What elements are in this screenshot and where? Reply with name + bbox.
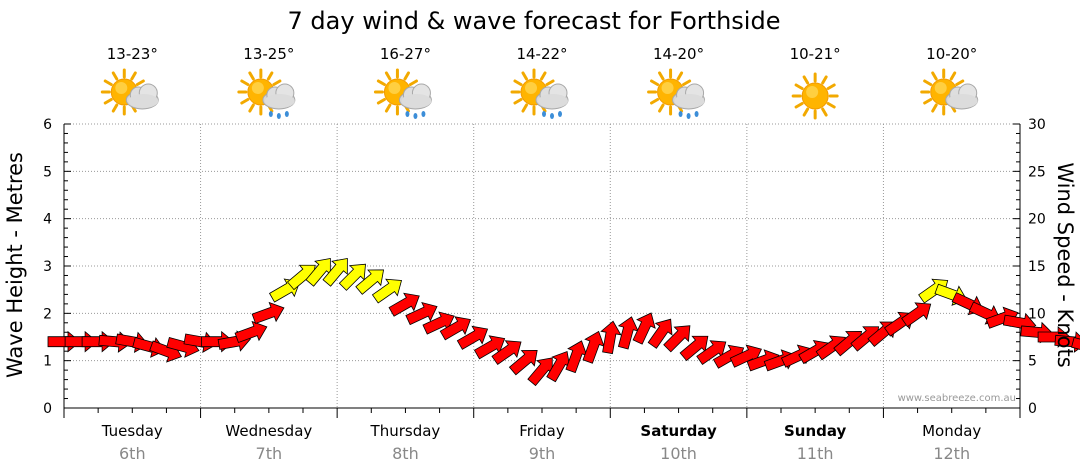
y-tick-label-left: 2	[43, 306, 52, 322]
wind-arrow	[632, 312, 656, 345]
day-date-label: 11th	[797, 444, 834, 463]
wind-arrow	[901, 302, 932, 328]
day-date-label: 6th	[119, 444, 146, 463]
wind-arrow	[647, 318, 673, 349]
wind-arrow	[322, 257, 348, 287]
wind-arrow	[388, 292, 420, 317]
wind-arrow	[696, 340, 727, 366]
wind-arrow	[338, 263, 366, 291]
wind-arrow	[508, 350, 538, 376]
y-tick-label-right: 10	[1028, 306, 1046, 322]
temperature-range: 14-20°	[653, 45, 704, 63]
y-axis-right-title: Wind Speed - Knots	[1053, 162, 1077, 367]
chart-title: 7 day wind & wave forecast for Forthside	[288, 7, 781, 35]
y-tick-label-right: 20	[1028, 212, 1046, 228]
wind-arrow	[405, 301, 438, 326]
day-name-label: Wednesday	[225, 422, 312, 440]
day-date-label: 12th	[933, 444, 970, 463]
wind-arrow	[251, 301, 285, 324]
wind-arrow	[473, 335, 506, 360]
sun-cloud-rain-icon	[237, 68, 296, 119]
wind-arrow	[439, 316, 471, 341]
wind-arrow	[729, 344, 762, 368]
y-tick-label-right: 15	[1028, 259, 1046, 275]
wind-arrow	[663, 325, 691, 353]
y-tick-label-right: 0	[1028, 401, 1037, 417]
day-name-label: Saturday	[640, 422, 717, 440]
sun-cloud-rain-icon	[647, 68, 706, 119]
temperature-range: 10-21°	[790, 45, 841, 63]
day-date-label: 7th	[256, 444, 283, 463]
y-tick-label-left: 3	[43, 259, 52, 275]
wind-arrow	[600, 320, 622, 355]
wind-arrow	[305, 257, 331, 287]
y-tick-label-right: 30	[1028, 117, 1046, 133]
day-name-label: Thursday	[370, 422, 441, 440]
sun-icon	[791, 72, 839, 120]
y-tick-label-left: 0	[43, 401, 52, 417]
y-tick-label-left: 1	[43, 354, 52, 370]
wind-arrow	[546, 351, 571, 383]
y-tick-label-left: 6	[43, 117, 52, 133]
temperature-row: 13-23° 13-25° 16-27° 14-22° 14-20° 10-21° 10-2…	[107, 45, 978, 63]
y-tick-label-right: 25	[1028, 164, 1046, 180]
sun-cloud-icon	[100, 68, 159, 116]
temperature-range: 13-25°	[243, 45, 294, 63]
temperature-range: 13-23°	[107, 45, 158, 63]
wind-arrows	[47, 257, 1080, 387]
wind-arrow	[527, 357, 553, 387]
day-date-label: 10th	[660, 444, 697, 463]
wind-arrow	[582, 330, 605, 364]
wind-arrow	[565, 340, 588, 374]
day-name-label: Sunday	[784, 422, 847, 440]
credit-text: www.seabreeze.com.au	[898, 393, 1016, 404]
wind-arrow	[422, 311, 455, 335]
y-tick-label-left: 4	[43, 212, 52, 228]
y-tick-label-left: 5	[43, 164, 52, 180]
sun-cloud-rain-icon	[510, 68, 569, 119]
day-name-label: Tuesday	[101, 422, 163, 440]
temperature-range: 14-22°	[516, 45, 567, 63]
wind-arrow	[371, 278, 403, 304]
axes: 0 1 2 3 4 5 6 0 5 10 15 20 25 30	[43, 117, 1046, 418]
day-date-label: 9th	[529, 444, 556, 463]
wind-arrow	[234, 320, 268, 343]
y-axis-left-title: Wave Height - Metres	[3, 152, 27, 378]
wind-arrow	[679, 335, 709, 362]
day-labels: Tuesday 6th Wednesday 7th Thursday 8th Friday 9…	[101, 422, 982, 463]
wind-arrow	[456, 325, 489, 350]
y-tick-label-right: 5	[1028, 354, 1037, 370]
day-date-label: 8th	[392, 444, 419, 463]
sun-cloud-rain-icon	[373, 68, 432, 119]
sun-cloud-icon	[920, 68, 979, 116]
temperature-range: 16-27°	[380, 45, 431, 63]
day-name-label: Monday	[922, 422, 981, 440]
weather-icon-row	[100, 68, 979, 120]
wind-arrow	[617, 316, 639, 350]
day-name-label: Friday	[519, 422, 565, 440]
temperature-range: 10-20°	[926, 45, 977, 63]
wind-arrow	[355, 269, 385, 295]
wind-arrow	[491, 340, 522, 366]
